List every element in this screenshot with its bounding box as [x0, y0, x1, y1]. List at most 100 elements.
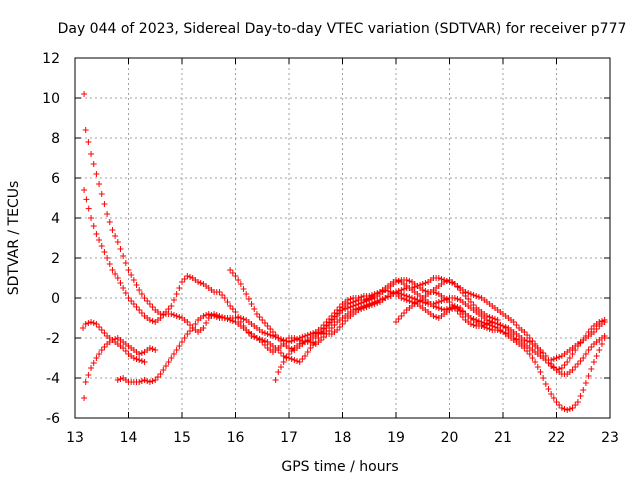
data-point [106, 261, 113, 267]
data-point [160, 312, 167, 318]
data-point [497, 322, 504, 328]
data-point [328, 319, 335, 325]
data-point [374, 290, 381, 296]
data-point [422, 280, 429, 286]
data-point [245, 330, 252, 336]
data-point [133, 304, 140, 310]
data-point [318, 329, 325, 335]
data-point [93, 355, 100, 361]
data-point [406, 278, 413, 284]
data-point [138, 291, 145, 297]
data-points [80, 91, 608, 413]
data-point [582, 380, 589, 386]
data-point [184, 331, 191, 337]
data-point [82, 321, 89, 327]
data-point [532, 341, 539, 347]
data-point [395, 278, 402, 284]
data-point [251, 334, 258, 340]
data-point [109, 227, 116, 233]
data-point [181, 335, 188, 341]
data-point [550, 395, 557, 401]
data-point [569, 405, 576, 411]
series-track-7 [272, 289, 517, 383]
data-point [558, 365, 565, 371]
data-point [189, 325, 196, 331]
data-point [138, 350, 145, 356]
data-point [304, 349, 311, 355]
data-point [296, 335, 303, 341]
data-point [299, 356, 306, 362]
data-point [114, 239, 121, 245]
data-point [130, 277, 137, 283]
data-point [352, 306, 359, 312]
data-point [326, 322, 333, 328]
data-point [82, 127, 89, 133]
x-tick-label: 22 [548, 430, 566, 446]
data-point [88, 365, 95, 371]
data-point [136, 379, 143, 385]
x-axis-label: GPS time / hours [281, 459, 398, 475]
data-point [294, 336, 301, 342]
data-point [235, 277, 242, 283]
data-point [200, 325, 207, 331]
data-point [556, 366, 563, 372]
data-point [454, 296, 461, 302]
data-point [286, 351, 292, 357]
data-point [170, 351, 177, 357]
data-point [125, 295, 132, 301]
data-point [582, 351, 589, 357]
data-point [486, 314, 493, 320]
data-point [323, 319, 330, 325]
data-point [173, 347, 180, 353]
data-point [146, 379, 153, 385]
data-point [580, 387, 587, 393]
data-point [588, 326, 595, 332]
data-point [566, 355, 573, 361]
data-point [532, 359, 539, 365]
data-point [360, 303, 367, 309]
chart-title: Day 044 of 2023, Sidereal Day-to-day VTE… [58, 21, 627, 37]
data-point [122, 290, 129, 296]
data-point [176, 285, 183, 291]
data-point [393, 279, 399, 285]
data-point [334, 307, 341, 313]
data-point [430, 301, 437, 307]
data-point [248, 333, 255, 339]
data-point [192, 321, 199, 327]
data-point [585, 373, 592, 379]
data-point [556, 354, 563, 360]
series-track-4 [80, 319, 148, 365]
x-tick-label: 17 [280, 430, 298, 446]
x-tick-label: 20 [441, 430, 459, 446]
data-point [433, 314, 440, 320]
data-point [446, 307, 453, 313]
data-point [93, 171, 100, 177]
y-axis-label: SDTVAR / TECUs [6, 181, 22, 296]
data-point [585, 347, 592, 353]
data-point [138, 310, 145, 316]
data-point [104, 211, 111, 217]
data-point [417, 282, 424, 288]
data-point [339, 321, 346, 327]
data-point [483, 313, 490, 319]
data-point [435, 299, 442, 305]
data-point [320, 334, 327, 340]
data-point [302, 353, 309, 359]
data-point [336, 304, 343, 310]
data-point [307, 339, 314, 345]
data-point [197, 280, 204, 286]
data-point [112, 233, 119, 239]
data-point [398, 313, 405, 319]
axis-ticks [74, 57, 611, 419]
data-point [470, 292, 477, 298]
data-point [229, 306, 236, 312]
data-point [598, 318, 605, 324]
data-point [136, 287, 143, 293]
data-point [114, 377, 121, 383]
data-point [81, 395, 88, 401]
data-point [344, 305, 351, 311]
data-point [117, 280, 124, 286]
data-point [120, 345, 127, 351]
data-point [82, 379, 89, 385]
